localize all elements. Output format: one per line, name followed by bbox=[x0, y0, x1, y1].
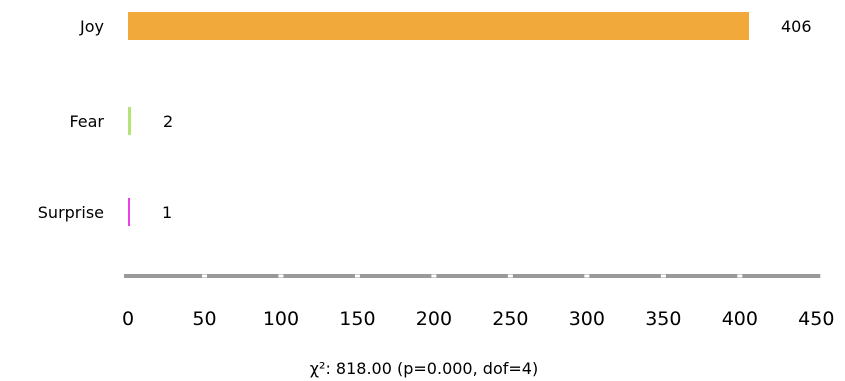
x-tick-label-400: 400 bbox=[722, 308, 758, 330]
bars-layer: Joy 406 Fear 2 Surprise 1 bbox=[38, 12, 812, 226]
category-label-surprise: Surprise bbox=[38, 203, 104, 222]
x-tick-label-300: 300 bbox=[569, 308, 605, 330]
x-tick-mark-50 bbox=[201, 274, 207, 278]
x-tick-mark-300 bbox=[584, 274, 590, 278]
x-tick-label-150: 150 bbox=[339, 308, 375, 330]
x-axis: 0 50 100 150 200 250 300 350 400 450 bbox=[122, 274, 834, 330]
value-label-surprise: 1 bbox=[162, 203, 172, 222]
x-tick-mark-350 bbox=[660, 274, 666, 278]
x-tick-label-50: 50 bbox=[192, 308, 216, 330]
x-tick-label-0: 0 bbox=[122, 308, 134, 330]
category-label-fear: Fear bbox=[69, 112, 104, 131]
value-label-fear: 2 bbox=[163, 112, 173, 131]
x-tick-label-200: 200 bbox=[416, 308, 452, 330]
category-label-joy: Joy bbox=[79, 17, 104, 36]
chi-square-statistic: χ²: 818.00 (p=0.000, dof=4) bbox=[310, 359, 538, 378]
x-tick-mark-200 bbox=[431, 274, 437, 278]
x-tick-label-350: 350 bbox=[645, 308, 681, 330]
bar-surprise bbox=[128, 198, 130, 226]
x-tick-mark-400 bbox=[737, 274, 743, 278]
value-label-joy: 406 bbox=[781, 17, 812, 36]
x-tick-label-250: 250 bbox=[492, 308, 528, 330]
bar-fear bbox=[128, 107, 132, 135]
x-tick-mark-150 bbox=[354, 274, 360, 278]
x-tick-label-100: 100 bbox=[263, 308, 299, 330]
bar-joy bbox=[128, 12, 749, 40]
x-tick-mark-100 bbox=[278, 274, 284, 278]
x-tick-label-450: 450 bbox=[798, 308, 834, 330]
x-tick-mark-250 bbox=[507, 274, 513, 278]
